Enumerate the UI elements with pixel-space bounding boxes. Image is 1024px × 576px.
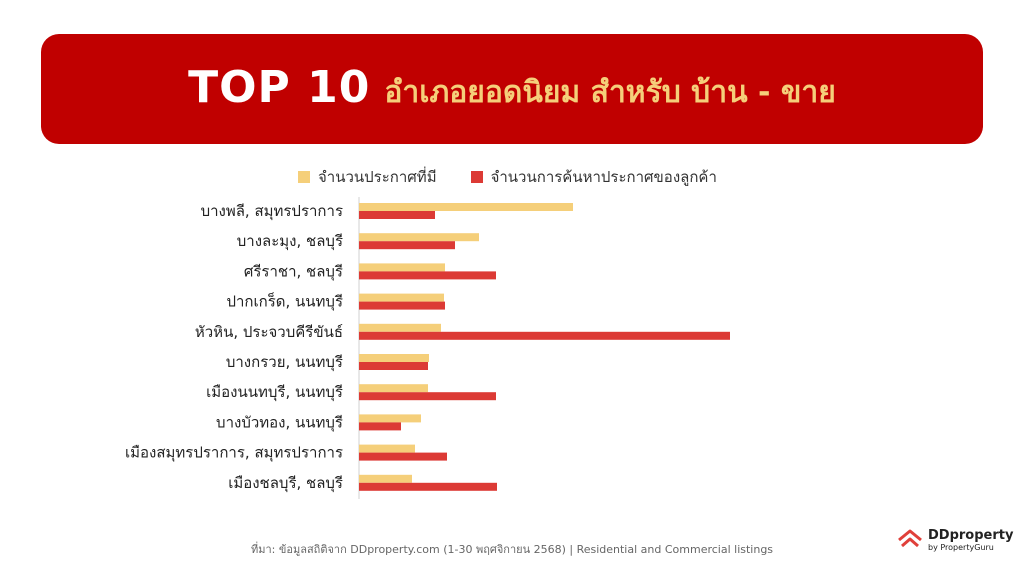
category-label-9: เมืองสมุทรปราการ, สมุทรปราการ: [125, 444, 343, 463]
page-title: TOP 10: [188, 62, 371, 113]
category-label-5: หัวหิน, ประจวบคีรีขันธ์: [195, 323, 343, 341]
bar-listings-1: [359, 203, 573, 211]
bar-searches-1: [359, 211, 435, 219]
bar-listings-5: [359, 323, 441, 332]
title-banner: TOP 10 อำเภอยอดนิยม สำหรับ บ้าน - ขาย: [41, 34, 983, 144]
category-label-7: เมืองนนทบุรี, นนทบุรี: [206, 383, 343, 402]
bar-searches-7: [359, 392, 496, 401]
category-label-3: ศรีราชา, ชลบุรี: [244, 262, 343, 281]
legend-swatch-listings: [298, 171, 310, 183]
bar-listings-9: [359, 444, 415, 453]
ddproperty-logo: DDproperty by PropertyGuru: [897, 528, 1013, 552]
category-label-8: บางบัวทอง, นนทบุรี: [216, 413, 343, 432]
house-roof-icon: [898, 529, 922, 548]
bar-searches-4: [359, 301, 445, 310]
bar-listings-6: [359, 354, 429, 362]
category-label-10: เมืองชลบุรี, ชลบุรี: [228, 474, 343, 493]
legend-swatch-searches: [470, 171, 483, 183]
bar-listings-7: [359, 384, 428, 393]
bar-searches-8: [359, 422, 401, 431]
bar-searches-9: [359, 452, 447, 461]
category-label-6: บางกรวย, นนทบุรี: [226, 353, 343, 372]
bar-searches-2: [359, 241, 455, 250]
chart-legend: จำนวนประกาศที่มี จำนวนการค้นหาประกาศของล…: [298, 165, 751, 189]
legend-label-searches: จำนวนการค้นหาประกาศของลูกค้า: [490, 168, 717, 186]
title-group: TOP 10 อำเภอยอดนิยม สำหรับ บ้าน - ขาย: [188, 62, 836, 116]
page-subtitle: อำเภอยอดนิยม สำหรับ บ้าน - ขาย: [384, 75, 836, 110]
logo-tagline: by PropertyGuru: [928, 542, 994, 552]
bar-listings-2: [359, 233, 479, 242]
bar-searches-5: [359, 331, 730, 340]
bar-listings-4: [359, 293, 444, 302]
bar-listings-8: [359, 414, 421, 423]
bar-searches-6: [359, 362, 428, 370]
bar-listings-10: [359, 474, 412, 483]
category-label-2: บางละมุง, ชลบุรี: [237, 232, 343, 251]
bar-searches-10: [359, 482, 497, 491]
bar-listings-3: [359, 263, 445, 272]
bar-searches-3: [359, 271, 496, 280]
source-note: ที่มา: ข้อมูลสถิติจาก DDproperty.com (1-…: [250, 543, 774, 556]
category-label-1: บางพลี, สมุทรปราการ: [201, 202, 343, 221]
legend-item-listings: จำนวนประกาศที่มี: [298, 165, 437, 189]
logo-name: DDproperty: [928, 527, 1014, 543]
category-label-4: ปากเกร็ด, นนทบุรี: [226, 292, 343, 312]
legend-label-listings: จำนวนประกาศที่มี: [318, 168, 437, 186]
legend-item-searches: จำนวนการค้นหาประกาศของลูกค้า: [470, 165, 717, 189]
